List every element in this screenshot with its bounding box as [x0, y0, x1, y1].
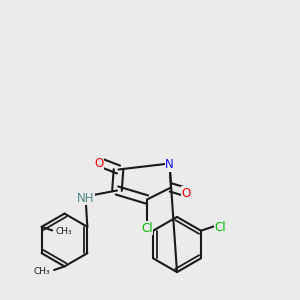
- Text: CH₃: CH₃: [34, 266, 50, 275]
- Text: CH₃: CH₃: [56, 227, 72, 236]
- Text: O: O: [182, 187, 190, 200]
- Text: Cl: Cl: [214, 221, 226, 234]
- Text: O: O: [94, 157, 103, 170]
- Text: N: N: [165, 158, 174, 172]
- Text: Cl: Cl: [141, 221, 153, 235]
- Text: NH: NH: [77, 191, 94, 205]
